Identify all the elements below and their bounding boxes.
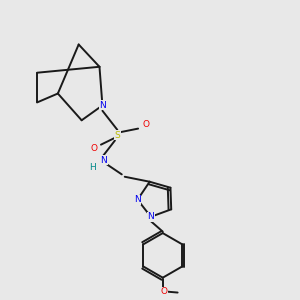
Text: N: N — [99, 101, 106, 110]
Text: S: S — [114, 130, 120, 140]
Text: O: O — [142, 120, 149, 129]
Text: N: N — [148, 212, 154, 221]
Text: H: H — [89, 163, 95, 172]
Text: O: O — [160, 287, 167, 296]
Text: N: N — [134, 195, 141, 204]
Text: N: N — [100, 156, 107, 165]
Text: O: O — [90, 144, 97, 153]
